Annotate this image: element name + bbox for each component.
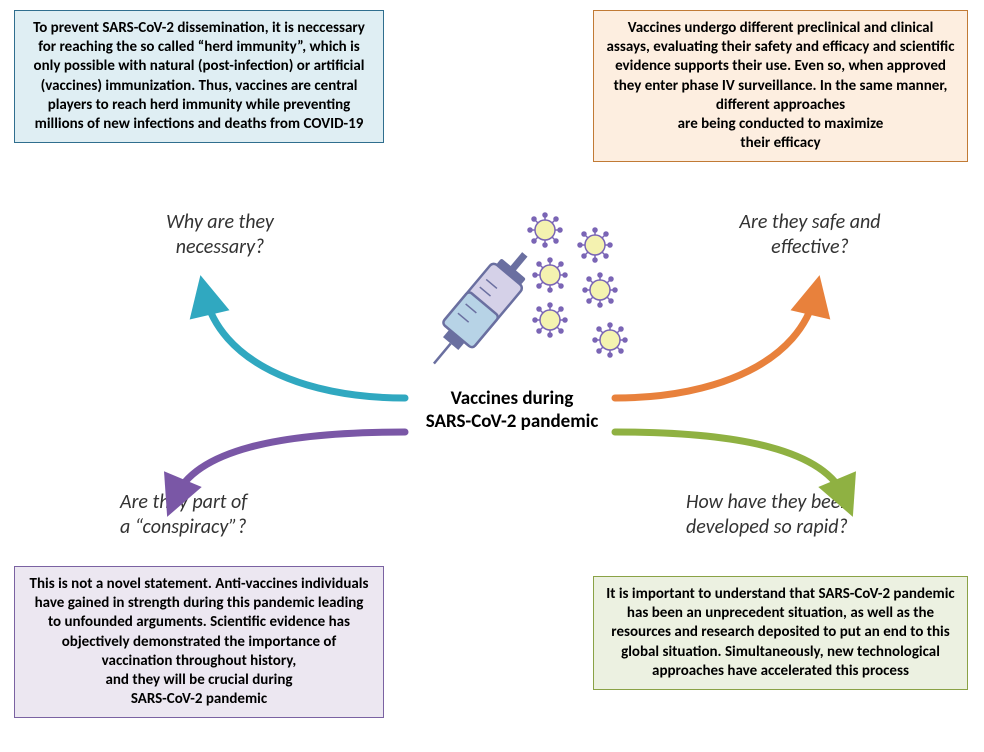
syringe-icon bbox=[419, 242, 541, 376]
question-bottom-right: How have they beendeveloped so rapid? bbox=[686, 490, 946, 540]
box-top-right: Vaccines undergo different preclinical a… bbox=[593, 10, 968, 162]
arrow-bottom-right bbox=[615, 432, 845, 498]
box-bottom-right: It is important to understand that SARS-… bbox=[593, 576, 968, 690]
question-bottom-left: Are they part ofa “conspiracy”? bbox=[120, 490, 340, 540]
arrow-bottom-left bbox=[175, 432, 405, 498]
question-top-left: Why are theynecessary? bbox=[120, 210, 320, 260]
question-top-right: Are they safe andeffective? bbox=[710, 210, 910, 260]
center-title-line2: SARS-CoV-2 pandemic bbox=[426, 410, 599, 433]
syringe-and-viruses bbox=[395, 210, 655, 390]
box-bottom-left: This is not a novel statement. Anti-vacc… bbox=[14, 566, 384, 718]
center-title: Vaccines during SARS-CoV-2 pandemic bbox=[412, 387, 612, 433]
center-title-line1: Vaccines during bbox=[451, 387, 574, 410]
box-top-left: To prevent SARS-CoV-2 dissemination, it … bbox=[14, 10, 384, 143]
arrow-top-left bbox=[205, 295, 405, 398]
virus-icons bbox=[528, 213, 627, 357]
